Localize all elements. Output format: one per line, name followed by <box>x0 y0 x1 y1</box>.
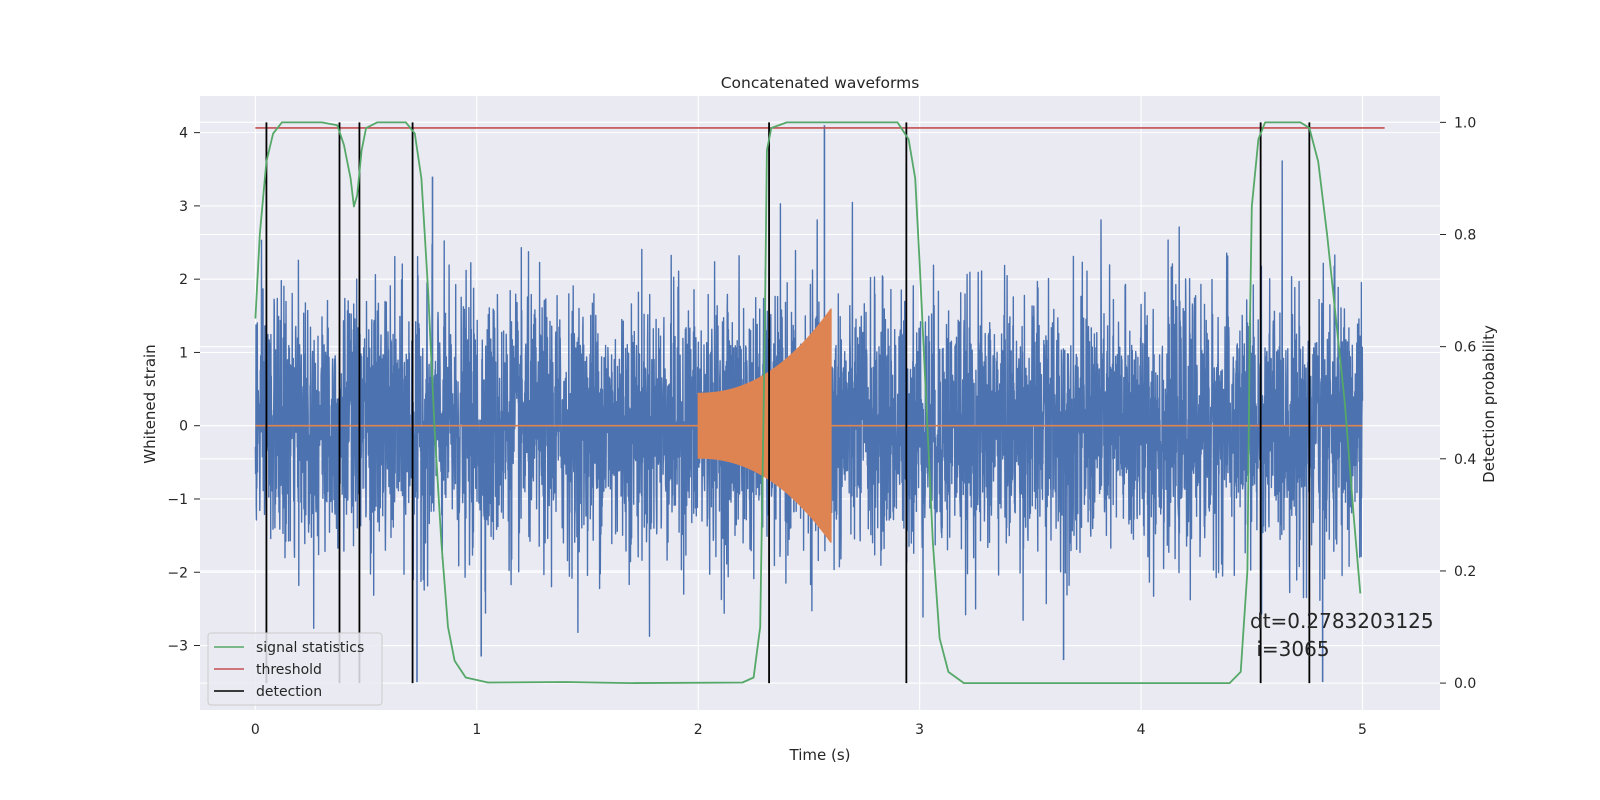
y2-tick-label: 1.0 <box>1454 115 1476 131</box>
y-tick-label: −1 <box>167 492 188 508</box>
x-tick-label: 4 <box>1137 722 1146 738</box>
annotation: dt=0.2783203125 i=3065 <box>1250 609 1434 661</box>
y-tick-label: 2 <box>179 272 188 288</box>
x-tick-label: 2 <box>694 722 703 738</box>
y-tick-label: 0 <box>179 419 188 435</box>
y-tick-label: −2 <box>167 565 188 581</box>
x-tick-label: 5 <box>1358 722 1367 738</box>
legend: signal statistics threshold detection <box>207 632 383 706</box>
y-axis-label: Whitened strain <box>141 344 159 463</box>
probability-overlay <box>254 121 1385 684</box>
y2-axis-label: Detection probability <box>1480 325 1498 483</box>
legend-label-statistics: signal statistics <box>256 640 364 656</box>
signal-statistics-line <box>254 121 1362 684</box>
y2-tick-label: 0.4 <box>1454 452 1476 468</box>
x-axis-label: Time (s) <box>789 746 851 764</box>
tick-labels: 0 1 2 3 4 5 −3 −2 −1 0 1 2 3 4 0.0 0.2 0.4 0.6 0.8 1.0 <box>167 115 1476 738</box>
legend-box <box>207 632 383 706</box>
x-tick-label: 1 <box>472 722 481 738</box>
annotation-dt: dt=0.2783203125 <box>1250 609 1434 633</box>
y-tick-label: 4 <box>179 126 188 142</box>
x-tick-label: 0 <box>251 722 260 738</box>
y-tick-label: 3 <box>179 199 188 215</box>
legend-label-threshold: threshold <box>256 662 322 678</box>
y2-tick-label: 0.0 <box>1454 676 1476 692</box>
y2-tick-label: 0.8 <box>1454 228 1476 244</box>
y-tick-label: 1 <box>179 345 188 361</box>
chart-title: Concatenated waveforms <box>721 74 920 92</box>
y-tick-label: −3 <box>167 639 188 655</box>
x-tick-label: 3 <box>915 722 924 738</box>
y2-tick-label: 0.2 <box>1454 564 1476 580</box>
y2-tick-label: 0.6 <box>1454 340 1476 356</box>
annotation-i: i=3065 <box>1250 637 1330 661</box>
legend-label-detection: detection <box>256 684 322 700</box>
